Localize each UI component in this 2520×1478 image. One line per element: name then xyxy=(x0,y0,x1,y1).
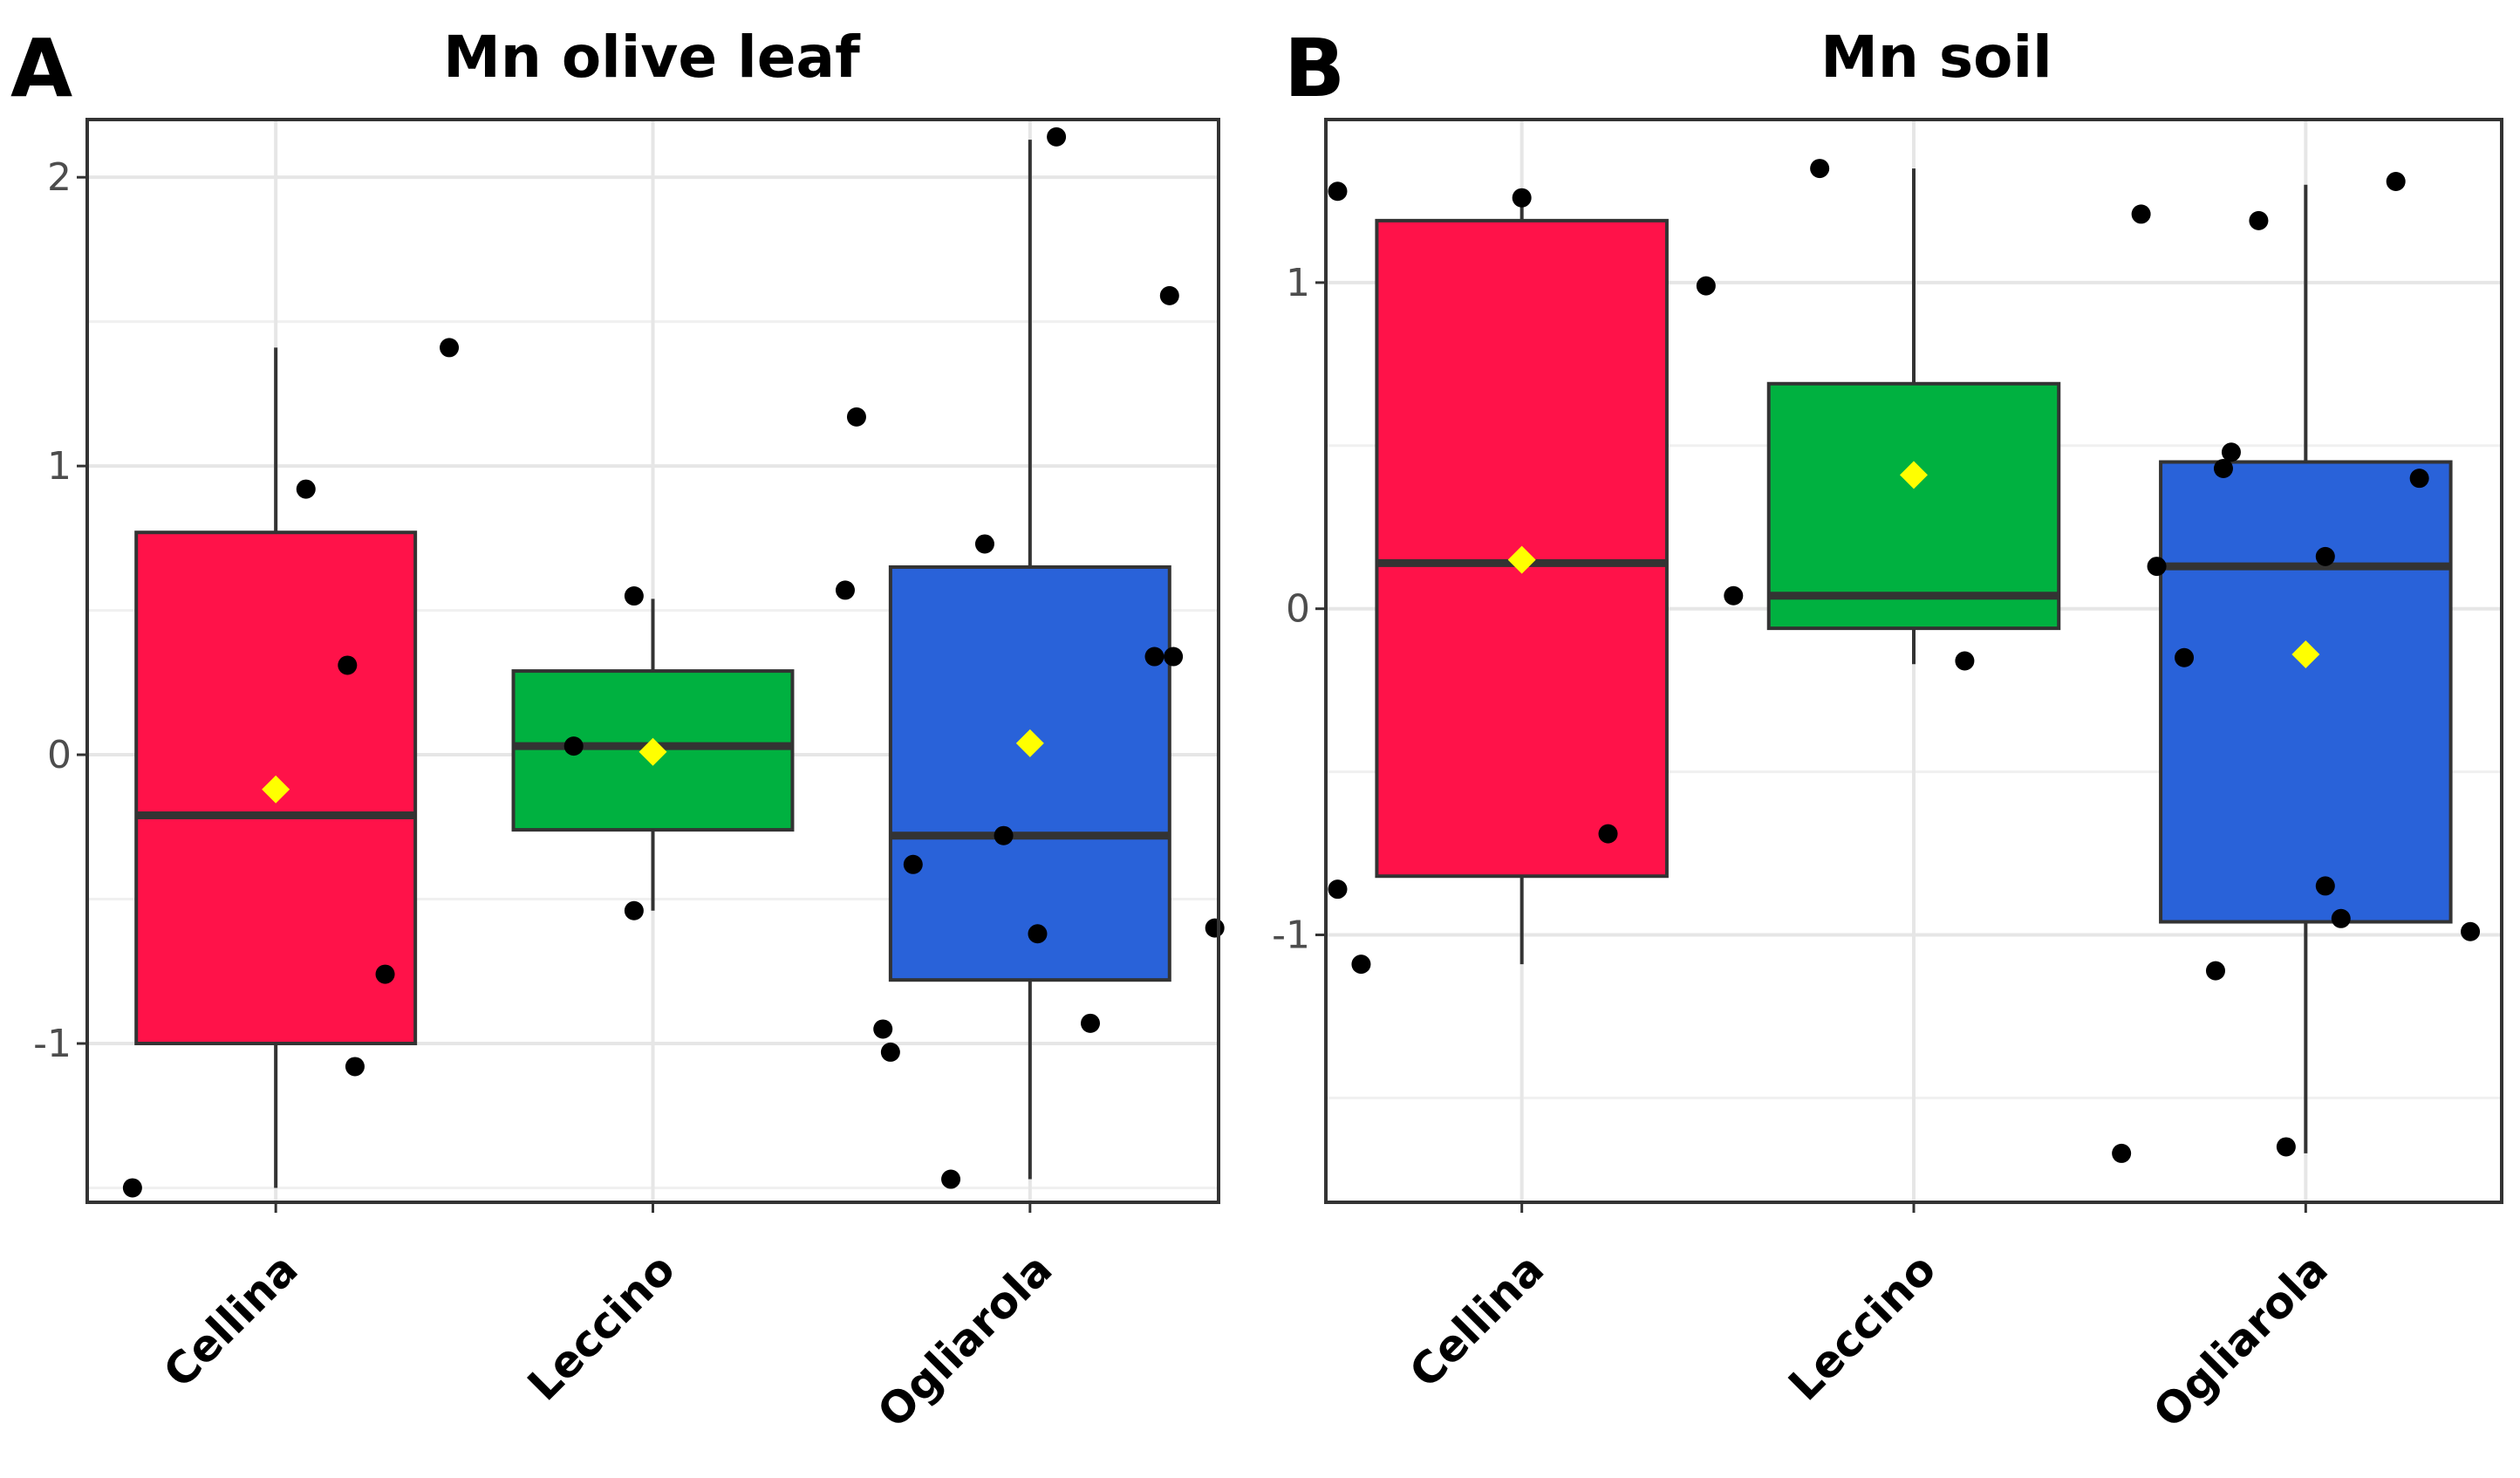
panel-a-cellina-point-5 xyxy=(440,338,460,358)
panel-b-ogliarola-point-3 xyxy=(2221,442,2241,462)
panel-a-ogliarola-point-0 xyxy=(1047,127,1067,147)
panel-b-ogliarola-mean-marker xyxy=(2291,640,2320,669)
panel-b-cellina-point-0 xyxy=(1328,181,1348,202)
panel-b-ogliarola-point-8 xyxy=(2175,647,2195,667)
panel-b-ogliarola-box xyxy=(2159,460,2453,924)
panel-b-leccino-point-2 xyxy=(1955,651,1975,671)
panel-a-cellina-point-3 xyxy=(375,964,395,984)
panel-a-ogliarola-point-8 xyxy=(994,825,1014,845)
panel-a-ogliarola-mean-marker xyxy=(1015,729,1044,757)
panel-b-cellina-point-3 xyxy=(1328,879,1348,900)
panel-b-ogliarola-point-12 xyxy=(2205,961,2225,981)
panel-a-ogliarola-point-2 xyxy=(846,407,866,427)
panel-a-cellina-point-4 xyxy=(345,1057,365,1077)
panel-b-title: Mn soil xyxy=(1820,24,2052,91)
panel-a-ogliarola-point-7 xyxy=(903,854,923,874)
panel-a-ogliarola-point-12 xyxy=(880,1042,900,1062)
panel-a-ogliarola-point-3 xyxy=(835,580,855,600)
panel-b-ogliarola-point-7 xyxy=(2315,546,2335,566)
panel-a-ogliarola-box xyxy=(888,565,1171,982)
panel-a-leccino-mean-marker xyxy=(639,737,667,766)
panel-a-ogliarola-point-14 xyxy=(941,1169,961,1189)
panel-a-ogliarola-point-1 xyxy=(1159,285,1179,305)
panel-b-leccino-point-1 xyxy=(1724,585,1744,606)
panel-a-ogliarola-point-4 xyxy=(974,534,994,554)
panel-a-cellina-point-1 xyxy=(296,479,316,499)
panel-b-leccino-point-0 xyxy=(1810,159,1830,179)
panel-b-ogliarola-point-13 xyxy=(2112,1143,2132,1163)
panel-b-ytick-label-1: 0 xyxy=(1286,587,1310,632)
panel-b-cellina-point-4 xyxy=(1351,955,1371,975)
panel-a-leccino-point-2 xyxy=(624,900,644,920)
panel-b-cellina-point-1 xyxy=(1512,188,1532,208)
panel-b-ogliarola-point-5 xyxy=(2409,469,2429,489)
panel-b-leccino-mean-marker xyxy=(1900,461,1928,489)
panel-b-ogliarola-point-6 xyxy=(2147,557,2167,577)
panel-a-leccino-point-1 xyxy=(624,586,644,606)
panel-b-ogliarola-point-1 xyxy=(2249,210,2269,230)
panel-b-ogliarola-point-9 xyxy=(2315,876,2335,896)
panel-b-ytick-label-0: -1 xyxy=(1272,913,1310,957)
panel-b-letter: B xyxy=(1284,22,1345,115)
panel-a-ogliarola-point-11 xyxy=(873,1019,893,1039)
panel-b-ogliarola-point-2 xyxy=(2386,172,2406,192)
panel-a-ytick-label-1: 0 xyxy=(47,733,72,777)
panel-a-cellina-point-0 xyxy=(122,1178,142,1198)
panel-a-ytick-label-2: 1 xyxy=(47,444,72,489)
panel-b-cellina-point-2 xyxy=(1696,276,1716,296)
panel-b-ogliarola-point-10 xyxy=(2331,908,2351,928)
panel-a-ogliarola-point-9 xyxy=(1028,924,1048,944)
panel-b-cellina-point-5 xyxy=(1598,824,1618,844)
panel-a-leccino-point-0 xyxy=(563,736,584,756)
panel-a-ogliarola-point-5 xyxy=(1144,647,1164,667)
panel-a-title: Mn olive leaf xyxy=(443,24,861,91)
panel-a-ytick-label-0: -1 xyxy=(33,1022,72,1066)
panel-b-ytick-label-2: 1 xyxy=(1286,261,1310,305)
panel-b-ogliarola-point-11 xyxy=(2461,921,2481,941)
panel-a-ogliarola-point-10 xyxy=(1205,918,1225,938)
panel-a-cellina-mean-marker xyxy=(262,775,290,804)
panel-b-cellina-mean-marker xyxy=(1507,545,1536,574)
panel-a-letter: A xyxy=(10,22,72,115)
panel-b-ogliarola-point-0 xyxy=(2131,204,2151,224)
panel-b-ogliarola-point-14 xyxy=(2276,1137,2296,1157)
panel-a-ogliarola-point-6 xyxy=(1164,647,1184,667)
panel-a-ogliarola-point-13 xyxy=(1081,1013,1101,1033)
panel-a-cellina-point-2 xyxy=(338,655,358,675)
panel-b-leccino-box xyxy=(1766,381,2061,631)
panel-b-ogliarola-point-4 xyxy=(2213,458,2233,478)
panel-a-ytick-label-3: 2 xyxy=(47,155,72,200)
